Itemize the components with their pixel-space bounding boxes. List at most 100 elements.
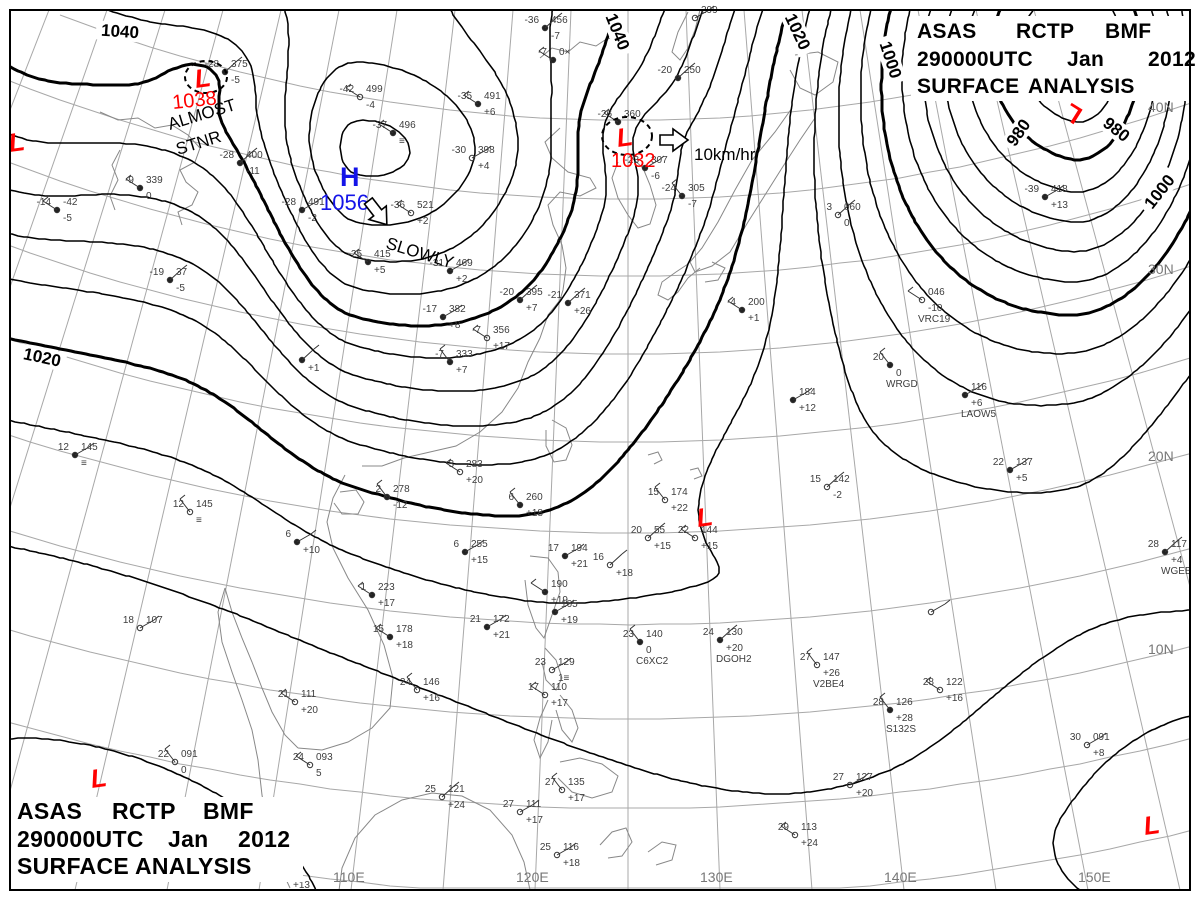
svg-text:418: 418 — [1051, 184, 1068, 195]
svg-text:+24: +24 — [448, 800, 465, 811]
svg-text:25: 25 — [540, 842, 552, 853]
svg-text:WGEB: WGEB — [1161, 566, 1192, 577]
svg-text:21: 21 — [470, 614, 482, 625]
svg-text:-30: -30 — [452, 145, 467, 156]
svg-text:L: L — [7, 126, 27, 158]
svg-text:+1: +1 — [748, 313, 760, 324]
svg-text:-2: -2 — [833, 490, 842, 501]
svg-text:12: 12 — [173, 499, 185, 510]
svg-text:140E: 140E — [884, 869, 917, 885]
svg-text:16: 16 — [593, 552, 605, 563]
svg-text:190: 190 — [551, 579, 568, 590]
svg-text:260: 260 — [526, 492, 543, 503]
svg-text:+18: +18 — [526, 508, 543, 519]
svg-text:-7: -7 — [551, 31, 560, 42]
svg-text:22: 22 — [678, 525, 690, 536]
svg-text:-6: -6 — [651, 171, 660, 182]
svg-text:0: 0 — [146, 191, 152, 202]
svg-text:H: H — [340, 162, 360, 192]
svg-text:129: 129 — [558, 657, 575, 668]
svg-text:-14: -14 — [37, 197, 52, 208]
svg-text:55: 55 — [654, 525, 666, 536]
svg-text:-26: -26 — [598, 109, 613, 120]
svg-text:1032: 1032 — [611, 150, 656, 172]
svg-text:+18: +18 — [616, 568, 633, 579]
svg-text:1056: 1056 — [320, 190, 369, 215]
svg-text:146: 146 — [423, 677, 440, 688]
svg-text:L: L — [615, 121, 635, 153]
svg-text:469: 469 — [456, 258, 473, 269]
svg-text:23: 23 — [623, 629, 635, 640]
svg-text:-19: -19 — [150, 267, 165, 278]
svg-text:ANALYSIS: ANALYSIS — [1028, 75, 1135, 98]
svg-text:15: 15 — [810, 474, 822, 485]
svg-text:+10: +10 — [303, 545, 320, 556]
svg-text:22: 22 — [993, 457, 1005, 468]
svg-text:107: 107 — [146, 615, 163, 626]
svg-text:L: L — [695, 501, 715, 533]
svg-text:27: 27 — [503, 799, 515, 810]
svg-text:290000UTC: 290000UTC — [917, 48, 1033, 71]
svg-text:+5: +5 — [374, 265, 386, 276]
svg-text:-21: -21 — [548, 290, 563, 301]
svg-text:≡: ≡ — [399, 136, 405, 147]
svg-text:VRC19: VRC19 — [918, 314, 951, 325]
svg-text:-7: -7 — [688, 199, 697, 210]
svg-text:+2: +2 — [417, 216, 429, 227]
svg-text:3: 3 — [826, 202, 832, 213]
svg-text:+15: +15 — [654, 541, 671, 552]
svg-text:0: 0 — [844, 218, 850, 229]
svg-text:1040: 1040 — [101, 21, 140, 43]
svg-text:BMF: BMF — [203, 798, 254, 824]
svg-text:+26: +26 — [823, 668, 840, 679]
svg-text:37: 37 — [176, 267, 188, 278]
svg-text:117: 117 — [1171, 539, 1187, 550]
svg-text:12: 12 — [58, 442, 70, 453]
svg-text:15: 15 — [648, 487, 660, 498]
svg-text:Jan: Jan — [168, 826, 209, 852]
svg-text:20: 20 — [631, 525, 643, 536]
svg-text:23: 23 — [535, 657, 547, 668]
svg-text:+6: +6 — [484, 107, 496, 118]
svg-text:10N: 10N — [1148, 641, 1174, 657]
svg-text:+4: +4 — [478, 161, 490, 172]
svg-text:Jan: Jan — [1067, 48, 1104, 71]
svg-text:194: 194 — [571, 543, 588, 554]
svg-text:28: 28 — [873, 697, 885, 708]
svg-text:116: 116 — [563, 842, 579, 853]
svg-text:111: 111 — [301, 689, 317, 700]
svg-text:20: 20 — [873, 352, 885, 363]
svg-text:1≡: 1≡ — [558, 673, 570, 684]
svg-text:25: 25 — [425, 784, 437, 795]
svg-text:-7: -7 — [538, 47, 547, 58]
svg-text:+21: +21 — [493, 630, 510, 641]
svg-text:-4: -4 — [727, 297, 736, 308]
svg-text:-28: -28 — [282, 197, 297, 208]
svg-text:1038: 1038 — [171, 87, 218, 114]
svg-text:283: 283 — [466, 459, 483, 470]
svg-text:135: 135 — [568, 777, 585, 788]
svg-text:145: 145 — [196, 499, 213, 510]
svg-text:10km/hr: 10km/hr — [694, 145, 756, 164]
svg-text:147: 147 — [823, 652, 840, 663]
svg-text:-23: -23 — [625, 155, 640, 166]
svg-text:111: 111 — [526, 799, 542, 810]
svg-text:127: 127 — [856, 772, 873, 783]
svg-text:356: 356 — [493, 325, 510, 336]
svg-text:-20: -20 — [658, 65, 673, 76]
svg-text:6: 6 — [453, 539, 459, 550]
svg-text:27: 27 — [545, 777, 557, 788]
svg-text:0: 0 — [646, 645, 652, 656]
svg-text:395: 395 — [526, 287, 543, 298]
svg-text:20N: 20N — [1148, 448, 1174, 464]
svg-text:137: 137 — [1016, 457, 1033, 468]
svg-text:130E: 130E — [700, 869, 733, 885]
svg-text:130: 130 — [726, 627, 743, 638]
svg-text:29: 29 — [778, 822, 790, 833]
svg-text:+1: +1 — [308, 363, 320, 374]
svg-text:17: 17 — [528, 682, 540, 693]
svg-text:+16: +16 — [423, 693, 440, 704]
svg-text:+13: +13 — [293, 880, 310, 891]
svg-text:+20: +20 — [466, 475, 483, 486]
svg-text:≡: ≡ — [196, 515, 202, 526]
